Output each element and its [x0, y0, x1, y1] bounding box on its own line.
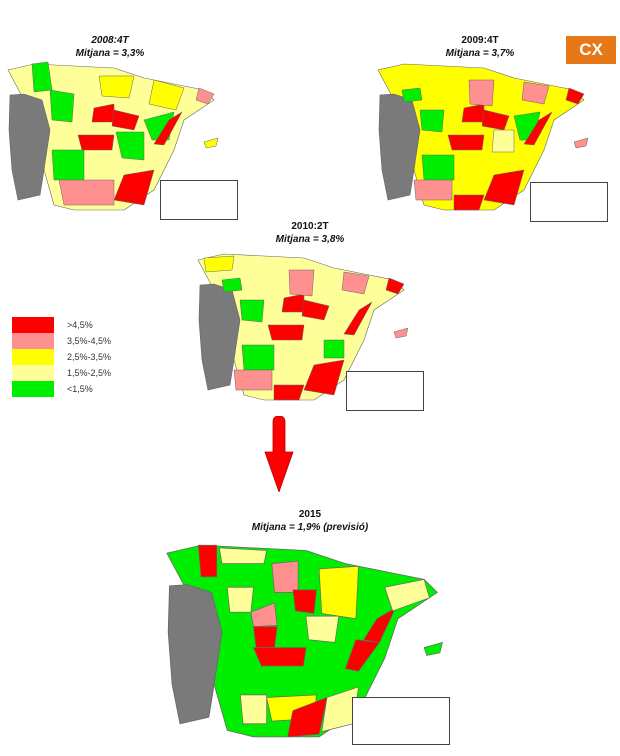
map-period: 2009:4T	[461, 35, 499, 46]
map-title-2008: 2008:4T Mitjana = 3,3%	[40, 34, 180, 60]
map-period: 2010:2T	[291, 221, 329, 232]
legend-swatch	[12, 317, 54, 333]
map-title-2015: 2015 Mitjana = 1,9% (previsió)	[220, 508, 400, 534]
legend-swatch	[12, 349, 54, 365]
map-2010	[197, 253, 409, 401]
legend-item: 2,5%-3,5%	[12, 349, 111, 365]
legend-label: <1,5%	[67, 384, 93, 394]
legend-label: >4,5%	[67, 320, 93, 330]
legend-item: 1,5%-2,5%	[12, 365, 111, 381]
legend-item: 3,5%-4,5%	[12, 333, 111, 349]
map-period: 2008:4T	[91, 35, 129, 46]
map-mean: Mitjana = 3,7%	[445, 48, 515, 59]
map-2015	[166, 544, 443, 738]
canary-islands-inset-2009	[530, 182, 608, 222]
map-2008	[7, 61, 219, 211]
canary-islands-inset-2008	[160, 180, 238, 220]
map-period: 2015	[298, 509, 322, 520]
legend-swatch	[12, 365, 54, 381]
map-title-2010: 2010:2T Mitjana = 3,8%	[240, 220, 380, 246]
legend-label: 2,5%-3,5%	[67, 352, 112, 362]
legend-swatch	[12, 333, 54, 349]
legend: >4,5% 3,5%-4,5% 2,5%-3,5% 1,5%-2,5% <1,5…	[12, 317, 111, 397]
canary-islands-inset-2015	[352, 697, 450, 745]
map-mean: Mitjana = 3,3%	[75, 48, 145, 59]
map-2009	[377, 63, 589, 211]
legend-item: <1,5%	[12, 381, 111, 397]
legend-label: 1,5%-2,5%	[67, 368, 112, 378]
map-mean: Mitjana = 3,8%	[275, 234, 345, 245]
legend-swatch	[12, 381, 54, 397]
map-title-2009: 2009:4T Mitjana = 3,7%	[410, 34, 550, 60]
legend-item: >4,5%	[12, 317, 111, 333]
cx-logo: CX	[566, 36, 616, 64]
legend-label: 3,5%-4,5%	[67, 336, 112, 346]
map-mean: Mitjana = 1,9% (previsió)	[251, 522, 369, 533]
canary-islands-inset-2010	[346, 371, 424, 411]
down-arrow-icon	[264, 416, 294, 492]
